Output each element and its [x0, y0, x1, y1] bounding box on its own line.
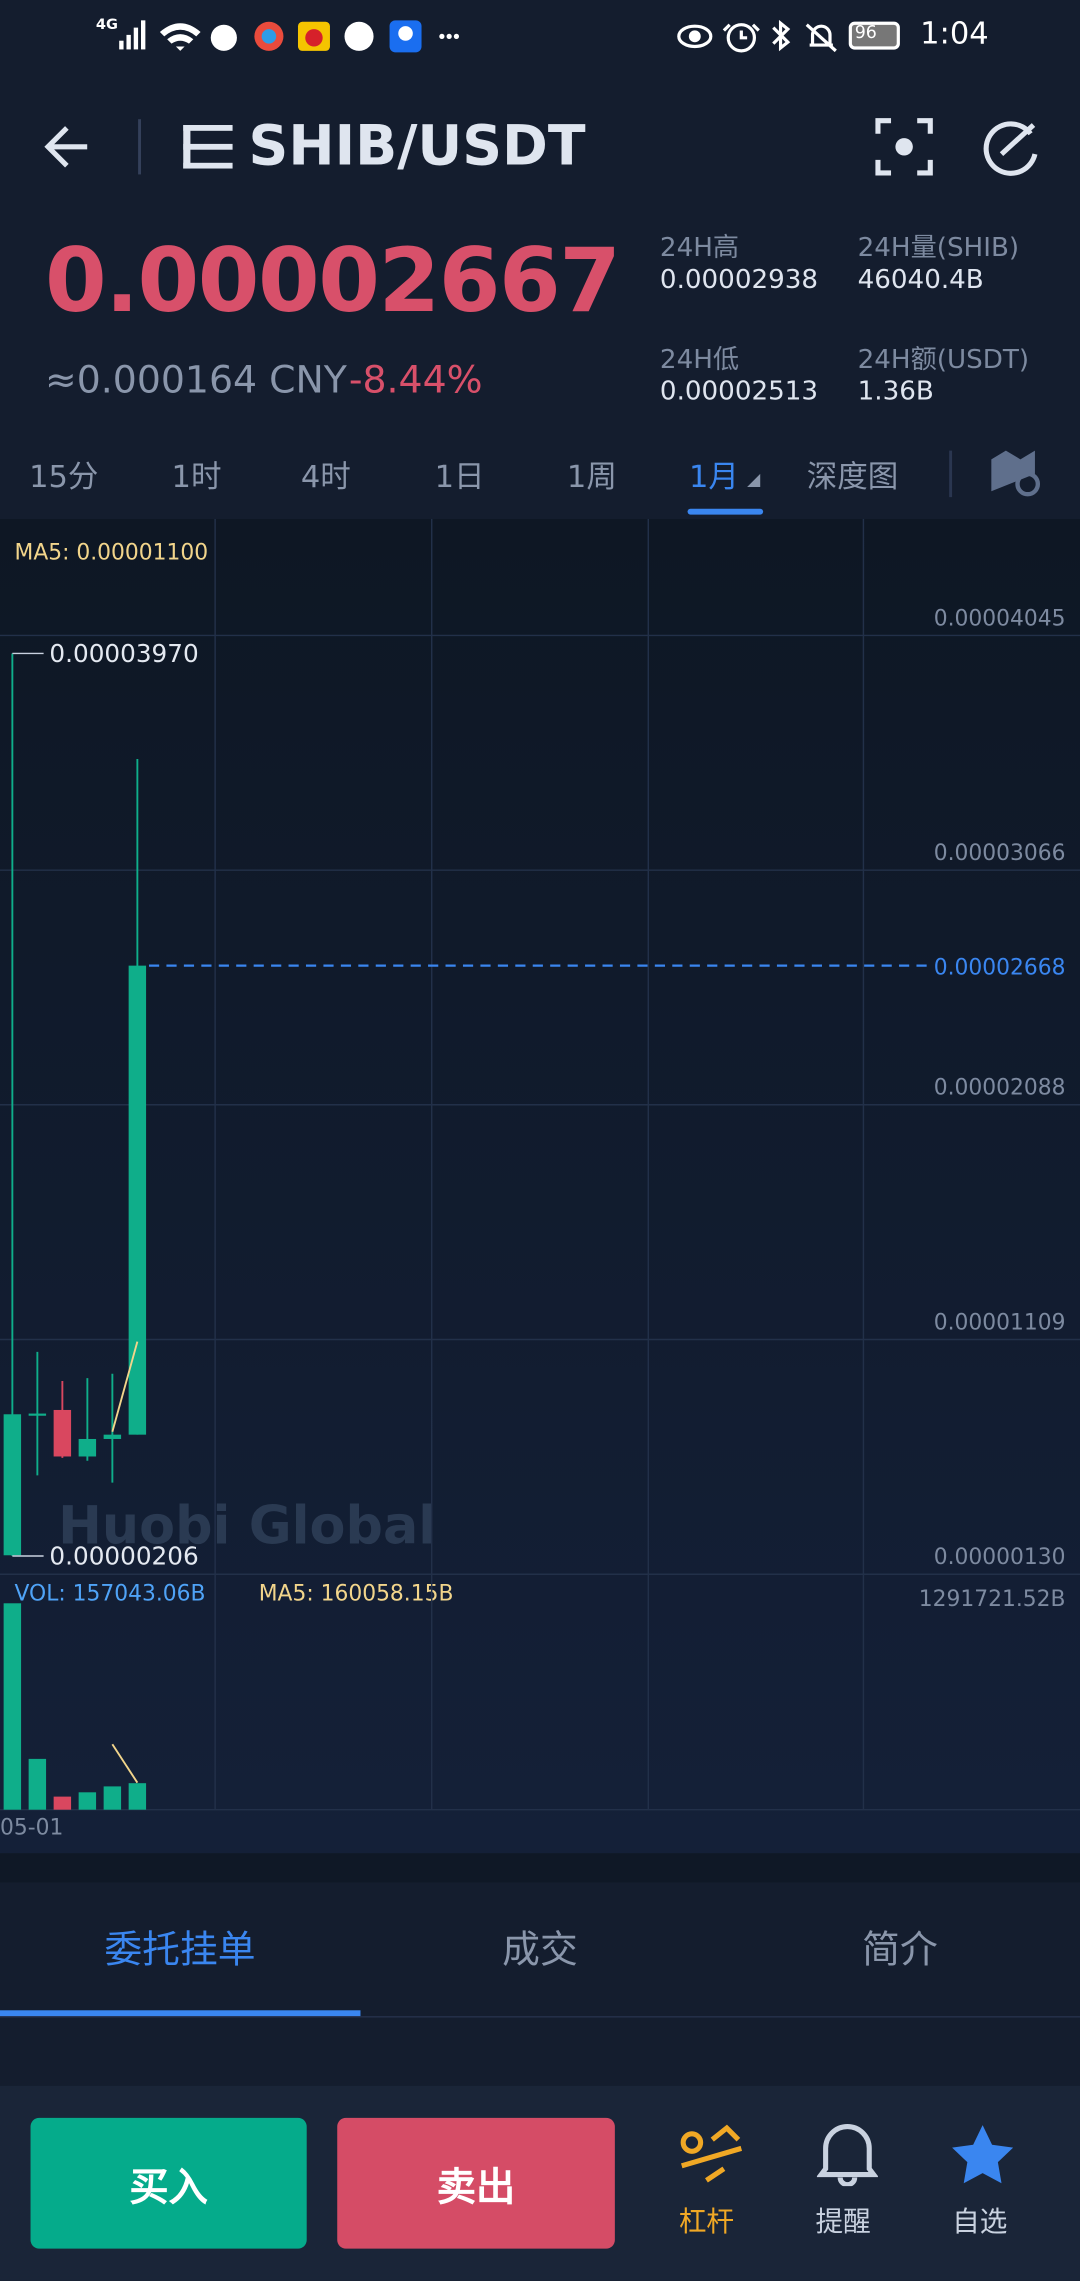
battery: 96 — [854, 21, 877, 43]
dropdown-caret — [747, 473, 761, 487]
clock: 1:04 — [920, 15, 989, 51]
volume-bar — [78, 1792, 97, 1810]
volume-bar — [3, 1603, 22, 1810]
low-label: 0.00000206 — [49, 1542, 198, 1571]
vol-tick-label: 1291721.52B — [919, 1587, 1066, 1612]
back-button[interactable] — [38, 116, 103, 177]
tab[interactable]: 简介 — [862, 1928, 938, 1973]
chart-settings[interactable] — [988, 448, 1041, 497]
tab-underline — [0, 2010, 360, 2017]
candle-body — [103, 1434, 122, 1439]
interval-tab[interactable]: 4时 — [300, 459, 351, 495]
vol-label: VOL: 157043.06B — [15, 1581, 206, 1606]
y-tick-label: 0.00003066 — [934, 841, 1066, 866]
nav-label[interactable]: 提醒 — [815, 2206, 871, 2239]
stat-value: 46040.4B — [857, 264, 984, 296]
alert-icon[interactable] — [816, 2119, 878, 2187]
nav-label[interactable]: 杠杆 — [678, 2206, 735, 2239]
last-price-label: 0.00002668 — [934, 955, 1066, 980]
interval-tab[interactable]: 深度图 — [806, 459, 899, 495]
pair-title[interactable]: SHIB/USDT — [248, 113, 586, 178]
interval-tab[interactable]: 1时 — [171, 459, 222, 495]
tab[interactable]: 成交 — [502, 1928, 578, 1973]
y-tick-label: 0.00001109 — [934, 1310, 1066, 1335]
favorite-icon[interactable] — [949, 2122, 1016, 2186]
fullscreen-button[interactable] — [874, 116, 935, 177]
volume-bar — [28, 1758, 47, 1810]
stat-label: 24H量(SHIB) — [857, 232, 1020, 264]
candle-body — [3, 1414, 22, 1556]
high-label: 0.00003970 — [49, 639, 198, 668]
separator — [0, 1853, 1080, 1883]
y-tick-label: 0.00000130 — [934, 1545, 1066, 1570]
margin-icon[interactable] — [677, 2122, 747, 2186]
buy-button[interactable]: 买入 — [30, 2117, 307, 2249]
candle-body — [28, 1413, 47, 1416]
stat-label: 24H高 — [659, 232, 740, 264]
ma5-line — [111, 1341, 139, 1433]
divider — [949, 450, 953, 498]
last-price: 0.00002667 — [45, 229, 621, 333]
refresh-button[interactable] — [978, 116, 1042, 180]
stat-label: 24H额(USDT) — [857, 344, 1030, 376]
interval-tab[interactable]: 1周 — [566, 459, 617, 495]
price-change: -8.44% — [348, 359, 483, 403]
tab[interactable]: 委托挂单 — [104, 1928, 256, 1973]
volume-bar — [103, 1786, 122, 1810]
vol-ma-label: MA5: 160058.15B — [259, 1581, 454, 1606]
status-right-icons — [677, 19, 900, 53]
y-tick-label: 0.00004045 — [934, 606, 1066, 631]
kline-chart: MA5: 0.00001100 Huobi Global VOL: 157043… — [0, 518, 1080, 1854]
volume-bar — [128, 1783, 147, 1810]
watermark: Huobi Global — [58, 1496, 436, 1557]
nav-label[interactable]: 自选 — [952, 2206, 1008, 2239]
interval-tab[interactable]: 1日 — [434, 459, 485, 495]
stat-label: 24H低 — [659, 344, 740, 376]
ma-label: MA5: 0.00001100 — [15, 541, 209, 566]
menu-icon[interactable] — [183, 125, 235, 169]
interval-bar: 15分 1时 4时 1日 1周 1月 深度图 — [0, 436, 945, 517]
y-tick-label: 0.00002088 — [934, 1076, 1066, 1101]
sell-button[interactable]: 卖出 — [337, 2117, 615, 2249]
candle-body — [78, 1438, 97, 1457]
stat-value: 0.00002513 — [659, 376, 819, 407]
divider — [138, 119, 141, 175]
network: 4G — [95, 17, 118, 34]
interval-tab[interactable]: 15分 — [29, 459, 99, 495]
candle-body — [53, 1409, 72, 1457]
vol-ma5-line — [111, 1743, 139, 1784]
chart-background — [0, 518, 1080, 1854]
cny-price: ≈0.000164 CNY — [45, 359, 347, 403]
stat-value: 0.00002938 — [659, 264, 819, 296]
tab-bar: 委托挂单 成交 简介 — [0, 1882, 1080, 2018]
volume-bar — [53, 1796, 72, 1810]
interval-tab[interactable]: 1月 — [688, 459, 739, 495]
active-underline — [687, 508, 764, 515]
x-label: 05-01 — [0, 1815, 63, 1840]
status-icons — [119, 20, 460, 53]
stat-value: 1.36B — [857, 376, 934, 407]
candle-body — [128, 965, 147, 1435]
